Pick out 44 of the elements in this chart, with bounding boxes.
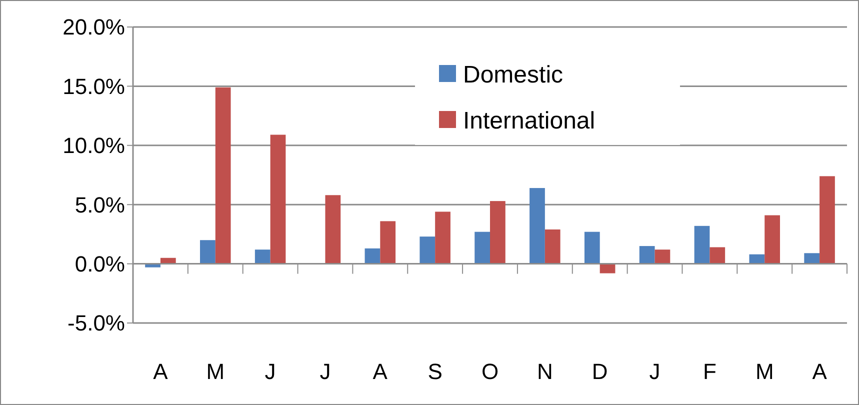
x-tick-label: J bbox=[649, 359, 660, 384]
x-tick-label: A bbox=[153, 359, 168, 384]
bar bbox=[584, 232, 600, 264]
bar bbox=[544, 229, 560, 264]
bar bbox=[435, 212, 450, 264]
bar bbox=[710, 247, 726, 264]
x-tick-label: S bbox=[428, 359, 442, 384]
bar bbox=[639, 246, 655, 264]
bar bbox=[254, 250, 270, 264]
y-tick-label: 0.0% bbox=[74, 252, 125, 276]
bar bbox=[200, 240, 216, 264]
bar bbox=[804, 253, 820, 264]
bar bbox=[749, 254, 765, 264]
y-tick-label: 15.0% bbox=[62, 74, 125, 99]
bar bbox=[694, 226, 710, 264]
x-tick-label: D bbox=[592, 359, 608, 384]
bar bbox=[820, 176, 835, 264]
x-tick-label: O bbox=[481, 359, 499, 384]
bar bbox=[380, 221, 396, 264]
x-tick-label: M bbox=[206, 359, 225, 384]
bar bbox=[364, 248, 380, 264]
y-tick-label: 20.0% bbox=[62, 14, 125, 40]
bar bbox=[600, 264, 616, 274]
x-tick-label: M bbox=[755, 359, 774, 384]
bar bbox=[420, 236, 436, 264]
bar bbox=[654, 250, 670, 264]
x-tick-label: A bbox=[372, 359, 388, 384]
x-tick-label: J bbox=[320, 359, 331, 384]
y-tick-label: 10.0% bbox=[62, 133, 125, 158]
x-tick-label: F bbox=[702, 359, 716, 384]
x-tick-label: A bbox=[812, 359, 828, 384]
bar bbox=[325, 195, 341, 264]
bar bbox=[474, 232, 490, 264]
legend-label: Domestic bbox=[463, 61, 564, 88]
legend-label: International bbox=[463, 107, 596, 134]
bar bbox=[215, 87, 231, 264]
x-tick-label: N bbox=[536, 359, 553, 384]
y-tick-label: -5.0% bbox=[68, 310, 125, 336]
x-tick-label: J bbox=[264, 359, 276, 384]
bar bbox=[490, 201, 506, 264]
bar bbox=[530, 188, 545, 264]
bar bbox=[270, 134, 286, 264]
y-tick-label: 5.0% bbox=[74, 192, 125, 218]
bar bbox=[764, 215, 780, 264]
